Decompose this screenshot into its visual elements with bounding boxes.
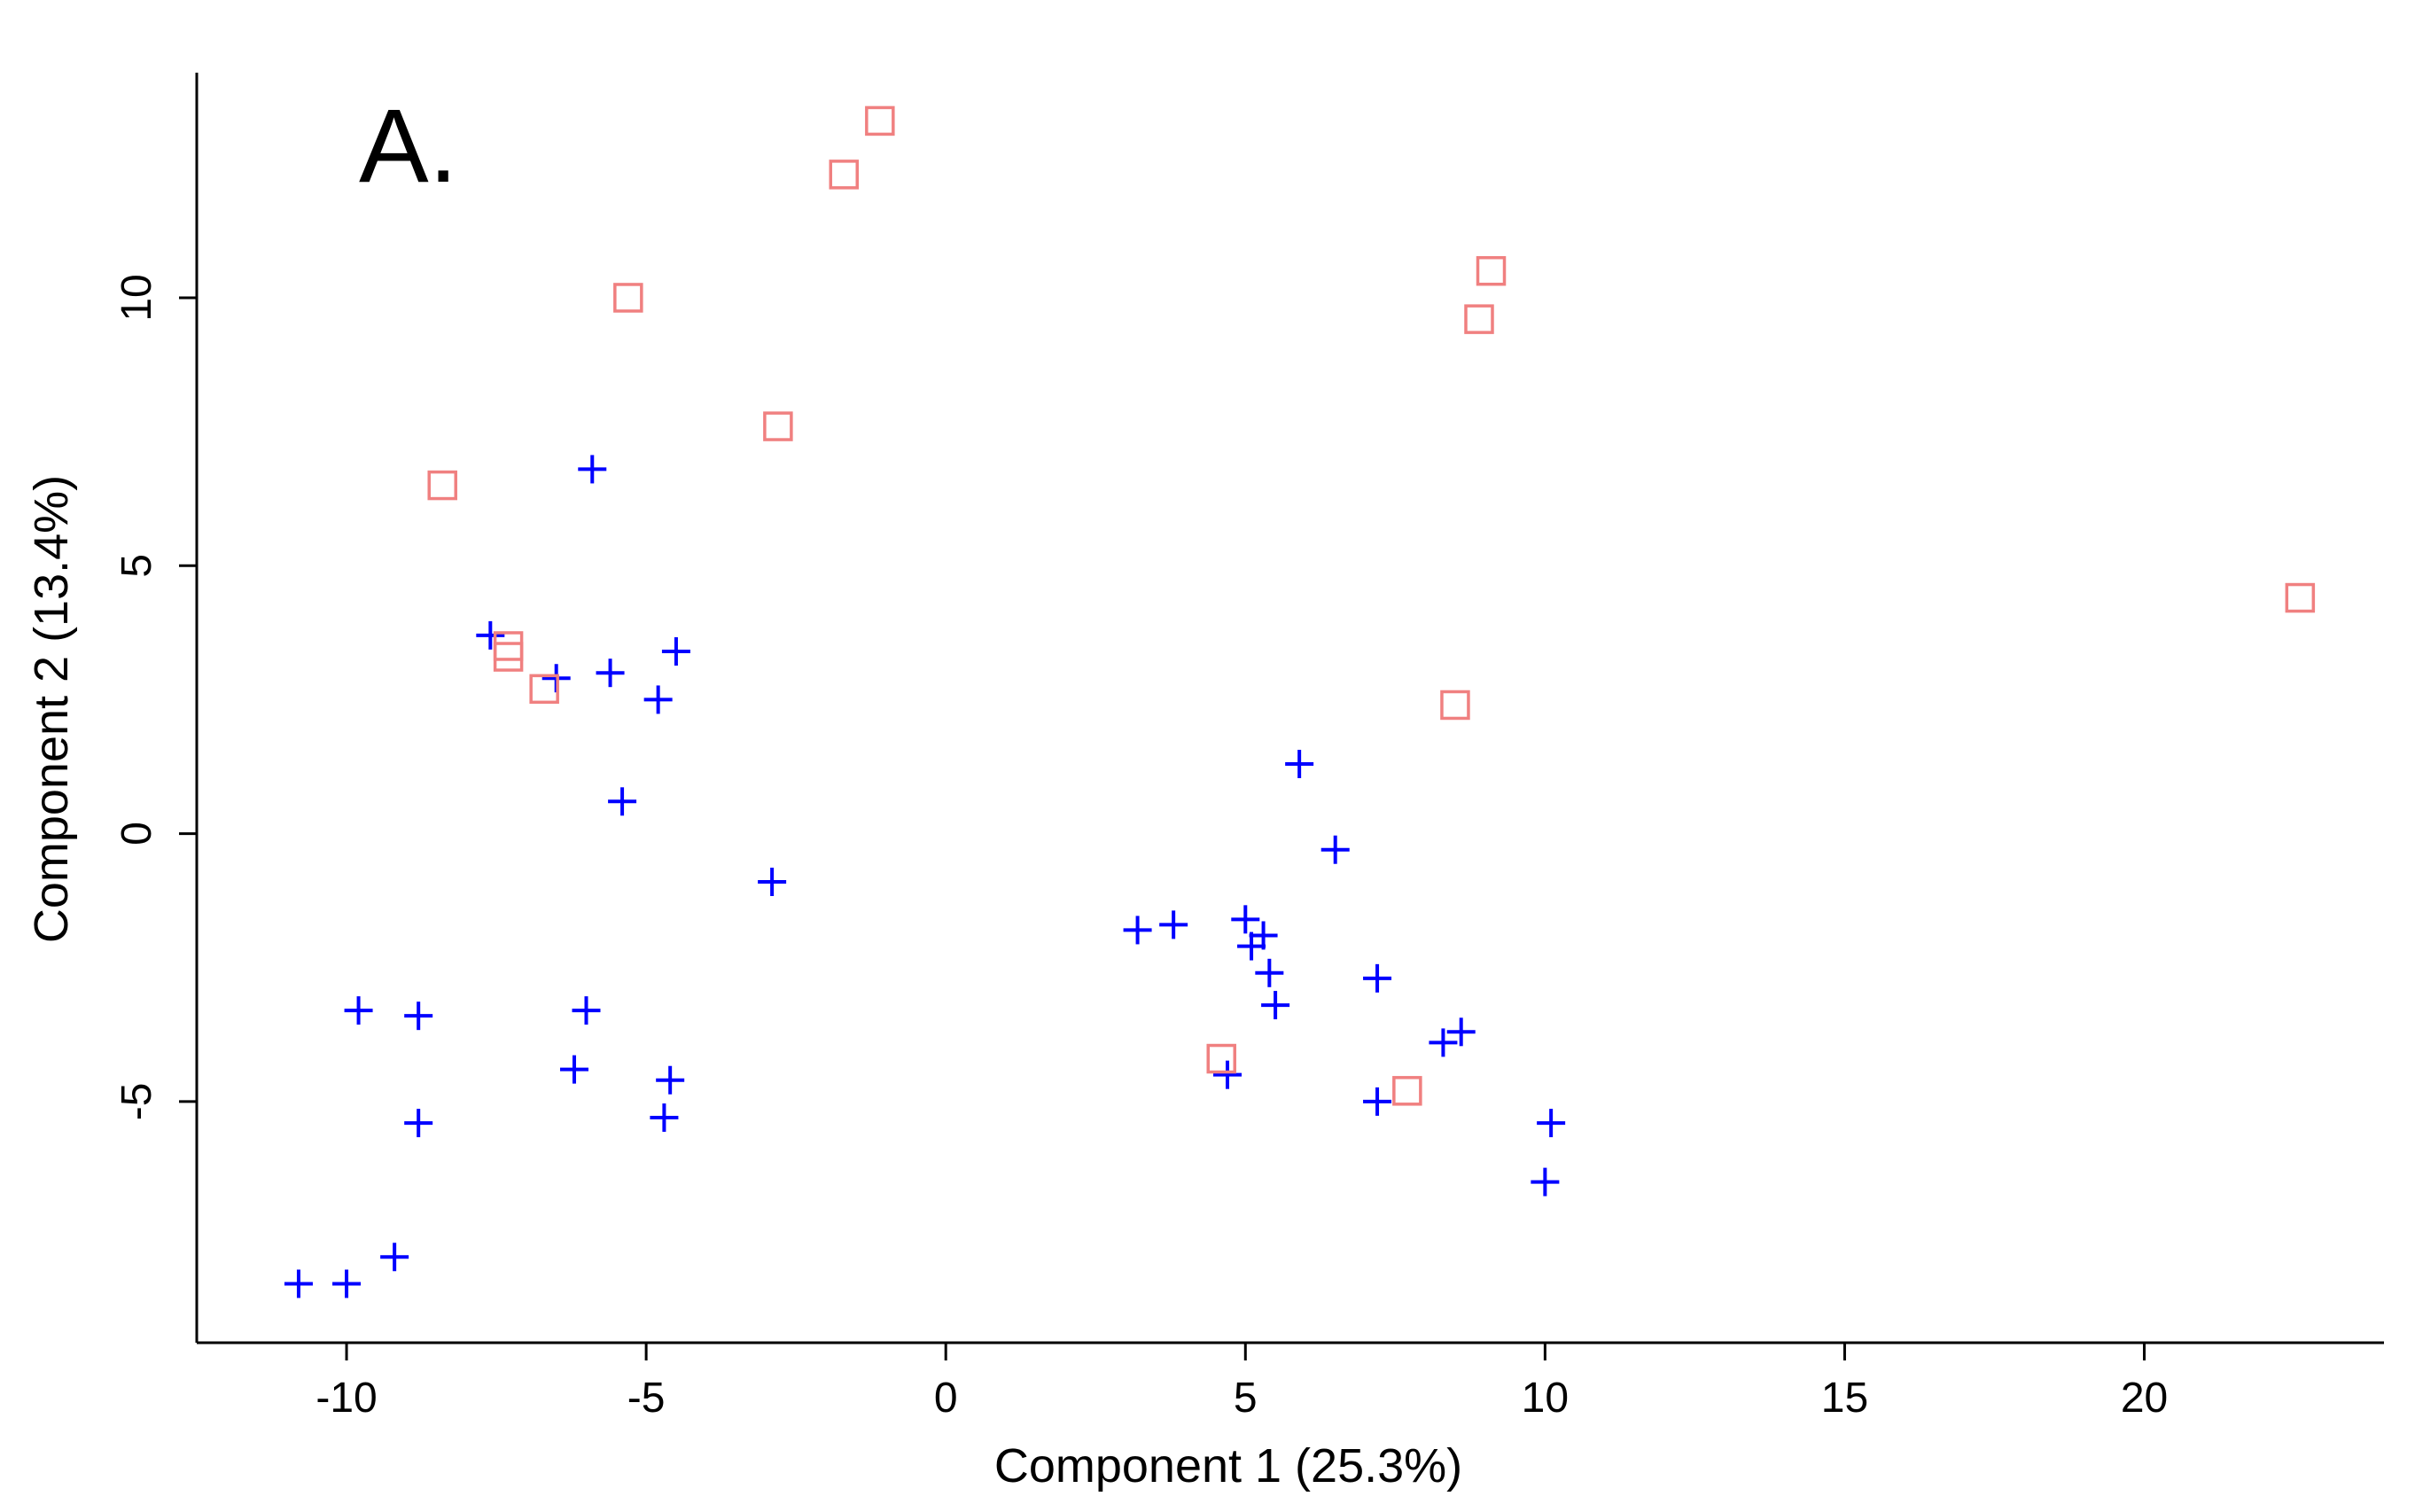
plus-marker [650, 1103, 679, 1133]
plus-marker [1261, 991, 1290, 1020]
plus-marker [1363, 1087, 1392, 1116]
x-tick-label: 0 [934, 1375, 958, 1422]
square-marker [2285, 582, 2316, 613]
y-axis-title: Component 2 (13.4%) [25, 475, 78, 943]
square-marker [1464, 304, 1494, 334]
x-axis-title: Component 1 (25.3%) [994, 1439, 1462, 1493]
x-tick-label: -10 [316, 1375, 377, 1422]
plus-marker [1537, 1109, 1566, 1138]
plus-marker [1255, 958, 1284, 987]
plus-marker [344, 996, 373, 1025]
plus-marker [596, 659, 625, 688]
y-axis-ticks: -5 0 5 10 [113, 274, 197, 1120]
data-points [284, 105, 2316, 1298]
y-tick-label: -5 [113, 1083, 160, 1121]
plus-marker [1285, 749, 1314, 778]
plus-marker [404, 1109, 433, 1138]
plus-marker [758, 868, 787, 897]
square-marker [829, 160, 860, 190]
plus-marker [559, 1055, 588, 1084]
plus-marker [1159, 910, 1188, 939]
square-marker [763, 411, 793, 441]
plus-marker [1249, 921, 1278, 950]
x-tick-label: 10 [1522, 1375, 1569, 1422]
plus-marker [1446, 1017, 1476, 1047]
plus-marker [572, 996, 601, 1025]
plus-marker [1213, 1060, 1243, 1089]
plus-marker [1429, 1028, 1458, 1057]
plus-marker [1231, 905, 1260, 934]
square-marker [1476, 255, 1507, 286]
plus-marker [643, 685, 673, 714]
plus-marker [1531, 1167, 1560, 1196]
y-tick-label: 10 [113, 274, 160, 321]
square-marker [529, 674, 559, 705]
y-tick-label: 5 [113, 554, 160, 578]
y-tick-label: 0 [113, 822, 160, 846]
plus-marker [284, 1269, 313, 1298]
square-marker [493, 642, 524, 672]
plus-marker [380, 1243, 409, 1272]
plus-marker [1320, 835, 1350, 864]
x-tick-label: 15 [1821, 1375, 1868, 1422]
x-axis-ticks: -10 -5 0 5 10 15 20 [316, 1343, 2168, 1422]
plus-marker [578, 455, 607, 484]
square-marker [865, 105, 895, 136]
x-tick-label: 20 [2121, 1375, 2168, 1422]
square-marker [427, 470, 457, 501]
x-tick-label: -5 [627, 1375, 666, 1422]
plus-marker [476, 620, 505, 650]
plus-marker [608, 787, 637, 816]
plus-marker [332, 1269, 362, 1298]
plus-marker [404, 1002, 433, 1031]
square-marker [1392, 1076, 1422, 1106]
x-tick-label: 5 [1234, 1375, 1258, 1422]
square-marker [1440, 690, 1470, 721]
plus-marker [1123, 916, 1152, 945]
plus-marker [661, 637, 690, 666]
panel-label: A. [359, 88, 458, 205]
plus-marker [656, 1065, 685, 1095]
plus-marker [1363, 963, 1392, 993]
square-marker [613, 283, 643, 313]
square-marker [1206, 1043, 1236, 1074]
